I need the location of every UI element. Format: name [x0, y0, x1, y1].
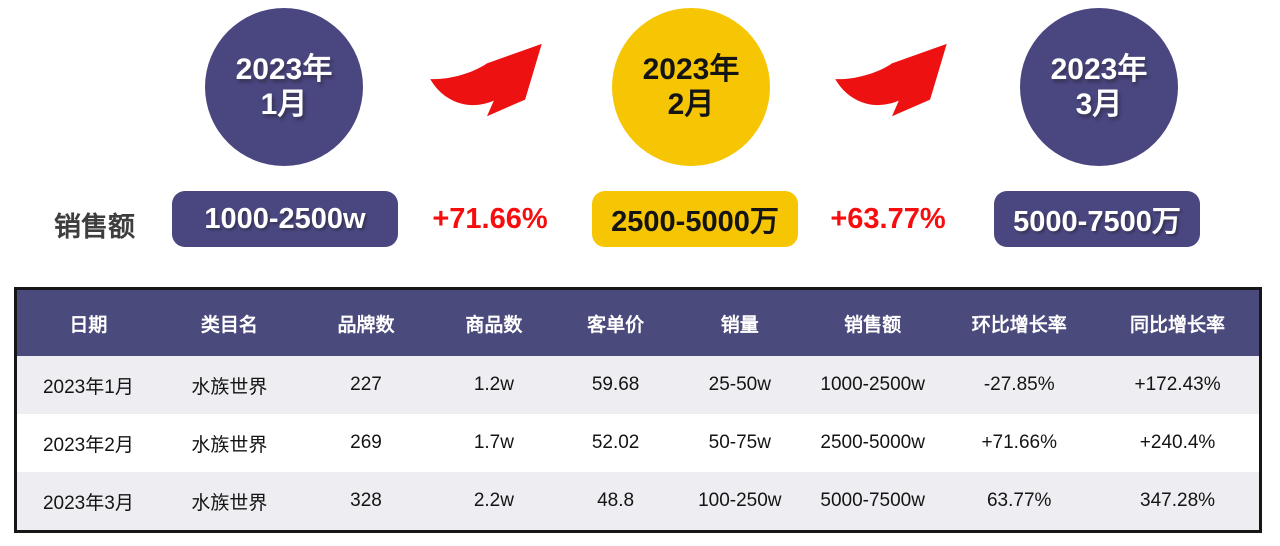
growth-pct-jan-feb: +71.66%	[432, 203, 548, 235]
growth-arrow-icon	[835, 43, 947, 117]
growth-arrow-icon	[430, 43, 542, 117]
cell-yoy-growth: +240.4%	[1139, 432, 1216, 453]
cell-brands: 269	[350, 432, 382, 453]
cell-volume: 25-50w	[708, 374, 771, 395]
sales-range-mar: 5000-7500万	[994, 191, 1200, 247]
cell-mom-growth: 63.77%	[986, 490, 1052, 511]
sales-range-feb: 2500-5000万	[592, 191, 798, 247]
col-header-avg-price: 客单价	[587, 314, 645, 336]
table-row: 2023年3月 水族世界 328 2.2w 48.8 100-250w 5000…	[17, 472, 1259, 530]
cell-yoy-growth: +172.43%	[1134, 374, 1221, 395]
col-header-volume: 销量	[720, 314, 759, 336]
sales-range-jan: 1000-2500w	[172, 191, 398, 247]
cell-products: 1.2w	[473, 374, 514, 395]
cell-date: 2023年2月	[42, 434, 134, 456]
cell-category: 水族世界	[191, 434, 268, 456]
col-header-brands: 品牌数	[337, 314, 395, 336]
cell-sales: 5000-7500w	[820, 490, 925, 511]
cell-date: 2023年3月	[42, 492, 134, 514]
col-header-sales: 销售额	[844, 314, 902, 336]
month-circle-feb-month: 2月	[667, 88, 715, 121]
cell-date: 2023年1月	[42, 376, 134, 398]
month-circle-jan: 2023年 1月	[205, 8, 363, 166]
cell-avg-price: 52.02	[591, 432, 640, 453]
month-circle-mar-year: 2023年	[1050, 52, 1148, 86]
cell-volume: 100-250w	[698, 490, 782, 511]
col-header-category: 类目名	[200, 314, 258, 336]
col-header-date: 日期	[69, 314, 108, 336]
col-header-products: 商品数	[465, 314, 523, 336]
cell-products: 2.2w	[473, 490, 514, 511]
sales-amount-label: 销售额	[54, 212, 135, 242]
col-header-yoy-growth: 同比增长率	[1130, 314, 1226, 336]
table-row: 2023年1月 水族世界 227 1.2w 59.68 25-50w 1000-…	[17, 356, 1259, 414]
table-row: 2023年2月 水族世界 269 1.7w 52.02 50-75w 2500-…	[17, 414, 1259, 472]
category-stats-table: 日期 类目名 品牌数 商品数 客单价 销量 销售额 环比增长率 同比增长率 20…	[14, 287, 1262, 533]
cell-avg-price: 48.8	[597, 490, 635, 511]
month-circle-jan-year: 2023年	[235, 52, 333, 86]
cell-products: 1.7w	[473, 432, 514, 453]
month-circle-mar: 2023年 3月	[1020, 8, 1178, 166]
month-circle-feb-year: 2023年	[642, 52, 740, 86]
growth-pct-feb-mar: +63.77%	[830, 203, 946, 235]
month-circle-feb: 2023年 2月	[612, 8, 770, 166]
cell-category: 水族世界	[191, 376, 268, 398]
cell-mom-growth: +71.66%	[981, 432, 1057, 453]
cell-volume: 50-75w	[708, 432, 771, 453]
table-header-row: 日期 类目名 品牌数 商品数 客单价 销量 销售额 环比增长率 同比增长率	[17, 290, 1259, 356]
cell-category: 水族世界	[191, 492, 268, 514]
cell-mom-growth: -27.85%	[983, 374, 1055, 395]
month-circle-mar-month: 3月	[1075, 88, 1123, 121]
cell-yoy-growth: 347.28%	[1140, 490, 1216, 511]
col-header-mom-growth: 环比增长率	[971, 314, 1067, 336]
cell-avg-price: 59.68	[591, 374, 640, 395]
cell-brands: 328	[350, 490, 382, 511]
cell-sales: 2500-5000w	[820, 432, 925, 453]
cell-brands: 227	[350, 374, 382, 395]
cell-sales: 1000-2500w	[820, 374, 925, 395]
month-circle-jan-month: 1月	[260, 88, 308, 121]
